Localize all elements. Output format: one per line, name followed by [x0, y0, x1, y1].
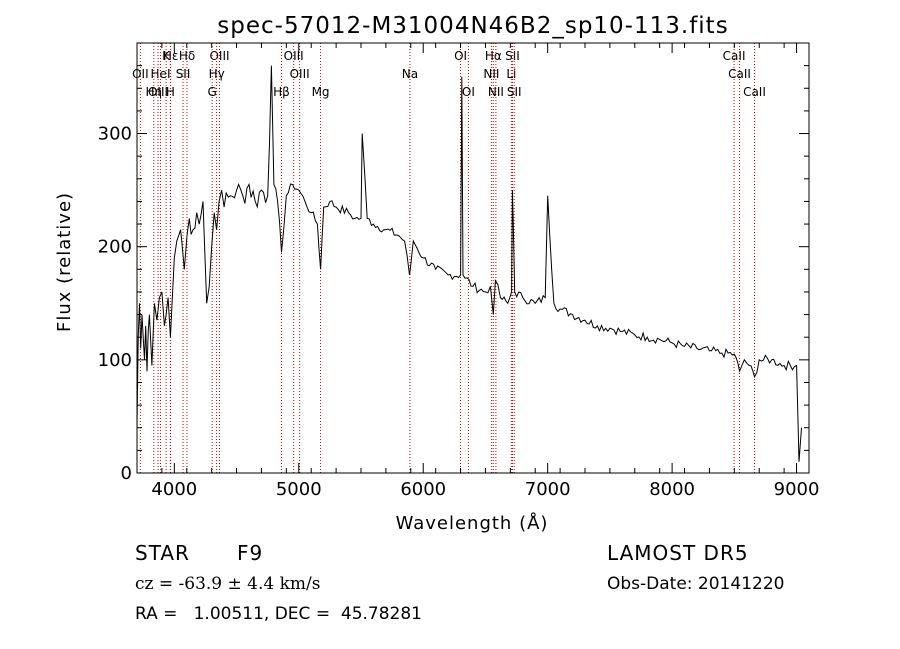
- chart-title: spec-57012-M31004N46B2_sp10-113.fits: [217, 13, 728, 39]
- spectrum-line: [136, 65, 802, 462]
- line-label: CaII: [743, 85, 766, 99]
- x-tick-label: 5000: [276, 479, 322, 500]
- observation-date: Obs-Date: 20141220: [607, 574, 785, 594]
- redshift-text: cz = -63.9 ± 4.4 km/s: [135, 574, 321, 594]
- line-label: H: [166, 85, 175, 99]
- line-label: K: [162, 49, 171, 63]
- line-label: G: [208, 85, 217, 99]
- y-tick-label: 100: [98, 350, 132, 371]
- object-subclass: F9: [237, 541, 264, 565]
- line-label: OIII: [148, 85, 168, 99]
- line-label: Li: [506, 67, 516, 81]
- line-label: Na: [402, 67, 418, 81]
- x-tick-label: 7000: [525, 479, 571, 500]
- y-axis-label: Flux (relative): [54, 192, 75, 332]
- line-label: OII: [132, 67, 149, 81]
- line-label: Hβ: [273, 85, 290, 99]
- survey-name: LAMOST DR5: [607, 541, 749, 565]
- line-label: CaII: [723, 49, 746, 63]
- x-tick-label: 6000: [400, 479, 446, 500]
- line-label: OIII: [284, 49, 304, 63]
- line-label: HeI: [151, 67, 171, 81]
- object-class: STAR: [135, 541, 190, 565]
- coordinates-text: RA = 1.00511, DEC = 45.78281: [135, 604, 422, 624]
- x-tick-label: 4000: [151, 479, 197, 500]
- line-label: OI: [462, 85, 475, 99]
- y-tick-label: 0: [121, 463, 132, 484]
- line-label: Mg: [312, 85, 330, 99]
- x-tick-label: 9000: [774, 479, 820, 500]
- line-label: Hγ: [209, 67, 225, 81]
- line-label: Hα: [485, 49, 502, 63]
- x-tick-label: 8000: [649, 479, 695, 500]
- line-label: NII: [483, 67, 499, 81]
- y-tick-label: 200: [98, 237, 132, 258]
- line-label: OIII: [209, 49, 229, 63]
- line-label: NII: [488, 85, 504, 99]
- x-axis-label: Wavelength (Å): [396, 512, 549, 534]
- line-label: Hη: [145, 85, 162, 99]
- plot-frame: [136, 42, 810, 474]
- line-label: CaII: [728, 67, 751, 81]
- line-label: SII: [176, 67, 191, 81]
- y-tick-label: 300: [98, 124, 132, 145]
- axis-ticks: 4000 5000 6000 7000 8000 9000 0 100 200 300: [98, 43, 820, 500]
- line-label: Hδ: [179, 49, 195, 63]
- line-label: OI: [454, 49, 467, 63]
- line-label: OIII: [290, 67, 310, 81]
- line-label: SII: [505, 49, 520, 63]
- line-label: SII: [507, 85, 522, 99]
